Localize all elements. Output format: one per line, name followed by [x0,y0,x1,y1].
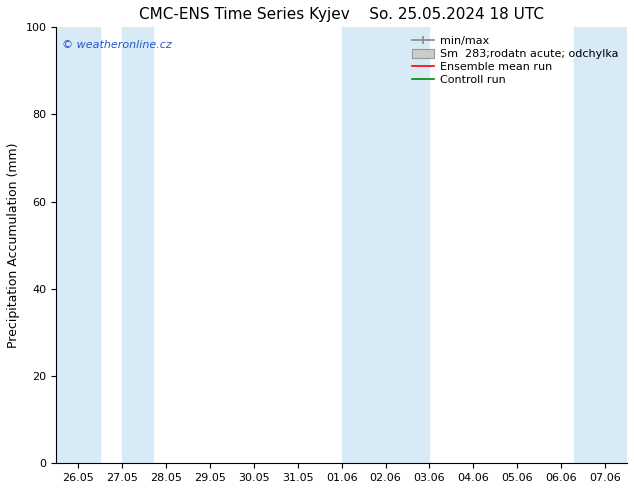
Y-axis label: Precipitation Accumulation (mm): Precipitation Accumulation (mm) [7,143,20,348]
Bar [122,27,153,464]
Bar [56,27,100,464]
Bar [574,27,627,464]
Title: CMC-ENS Time Series Kyjev    So. 25.05.2024 18 UTC: CMC-ENS Time Series Kyjev So. 25.05.2024… [139,7,544,22]
Text: © weatheronline.cz: © weatheronline.cz [62,40,172,50]
Bar [342,27,429,464]
Legend: min/max, Sm  283;rodatn acute; odchylka, Ensemble mean run, Controll run: min/max, Sm 283;rodatn acute; odchylka, … [408,33,621,88]
